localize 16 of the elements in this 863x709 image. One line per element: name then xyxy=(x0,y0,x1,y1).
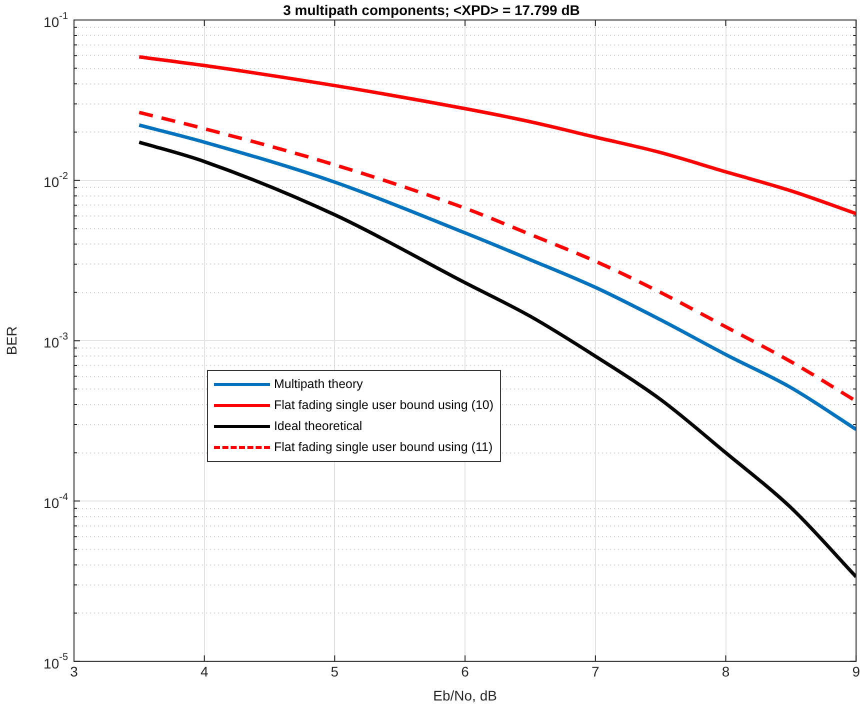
line-series xyxy=(137,140,856,579)
x-tick-label: 6 xyxy=(461,664,470,680)
line-series xyxy=(137,55,856,216)
x-tick-label: 7 xyxy=(592,664,600,680)
x-tick-label: 8 xyxy=(722,664,730,680)
legend-label: Multipath theory xyxy=(274,377,363,392)
chart-title: 3 multipath components; <XPD> = 17.799 dB xyxy=(283,2,580,18)
x-axis-title: Eb/No, dB xyxy=(433,687,497,704)
x-tick-label: 5 xyxy=(330,664,339,680)
x-tick-label: 3 xyxy=(70,664,78,680)
legend-label: Flat fading single user bound using (11) xyxy=(274,440,493,454)
legend-label: Flat fading single user bound using (10) xyxy=(274,398,494,412)
x-tick-label: 9 xyxy=(852,664,860,680)
x-tick-label: 4 xyxy=(200,664,208,680)
y-axis-title: BER xyxy=(3,326,20,356)
legend-label: Ideal theoretical xyxy=(274,419,362,434)
